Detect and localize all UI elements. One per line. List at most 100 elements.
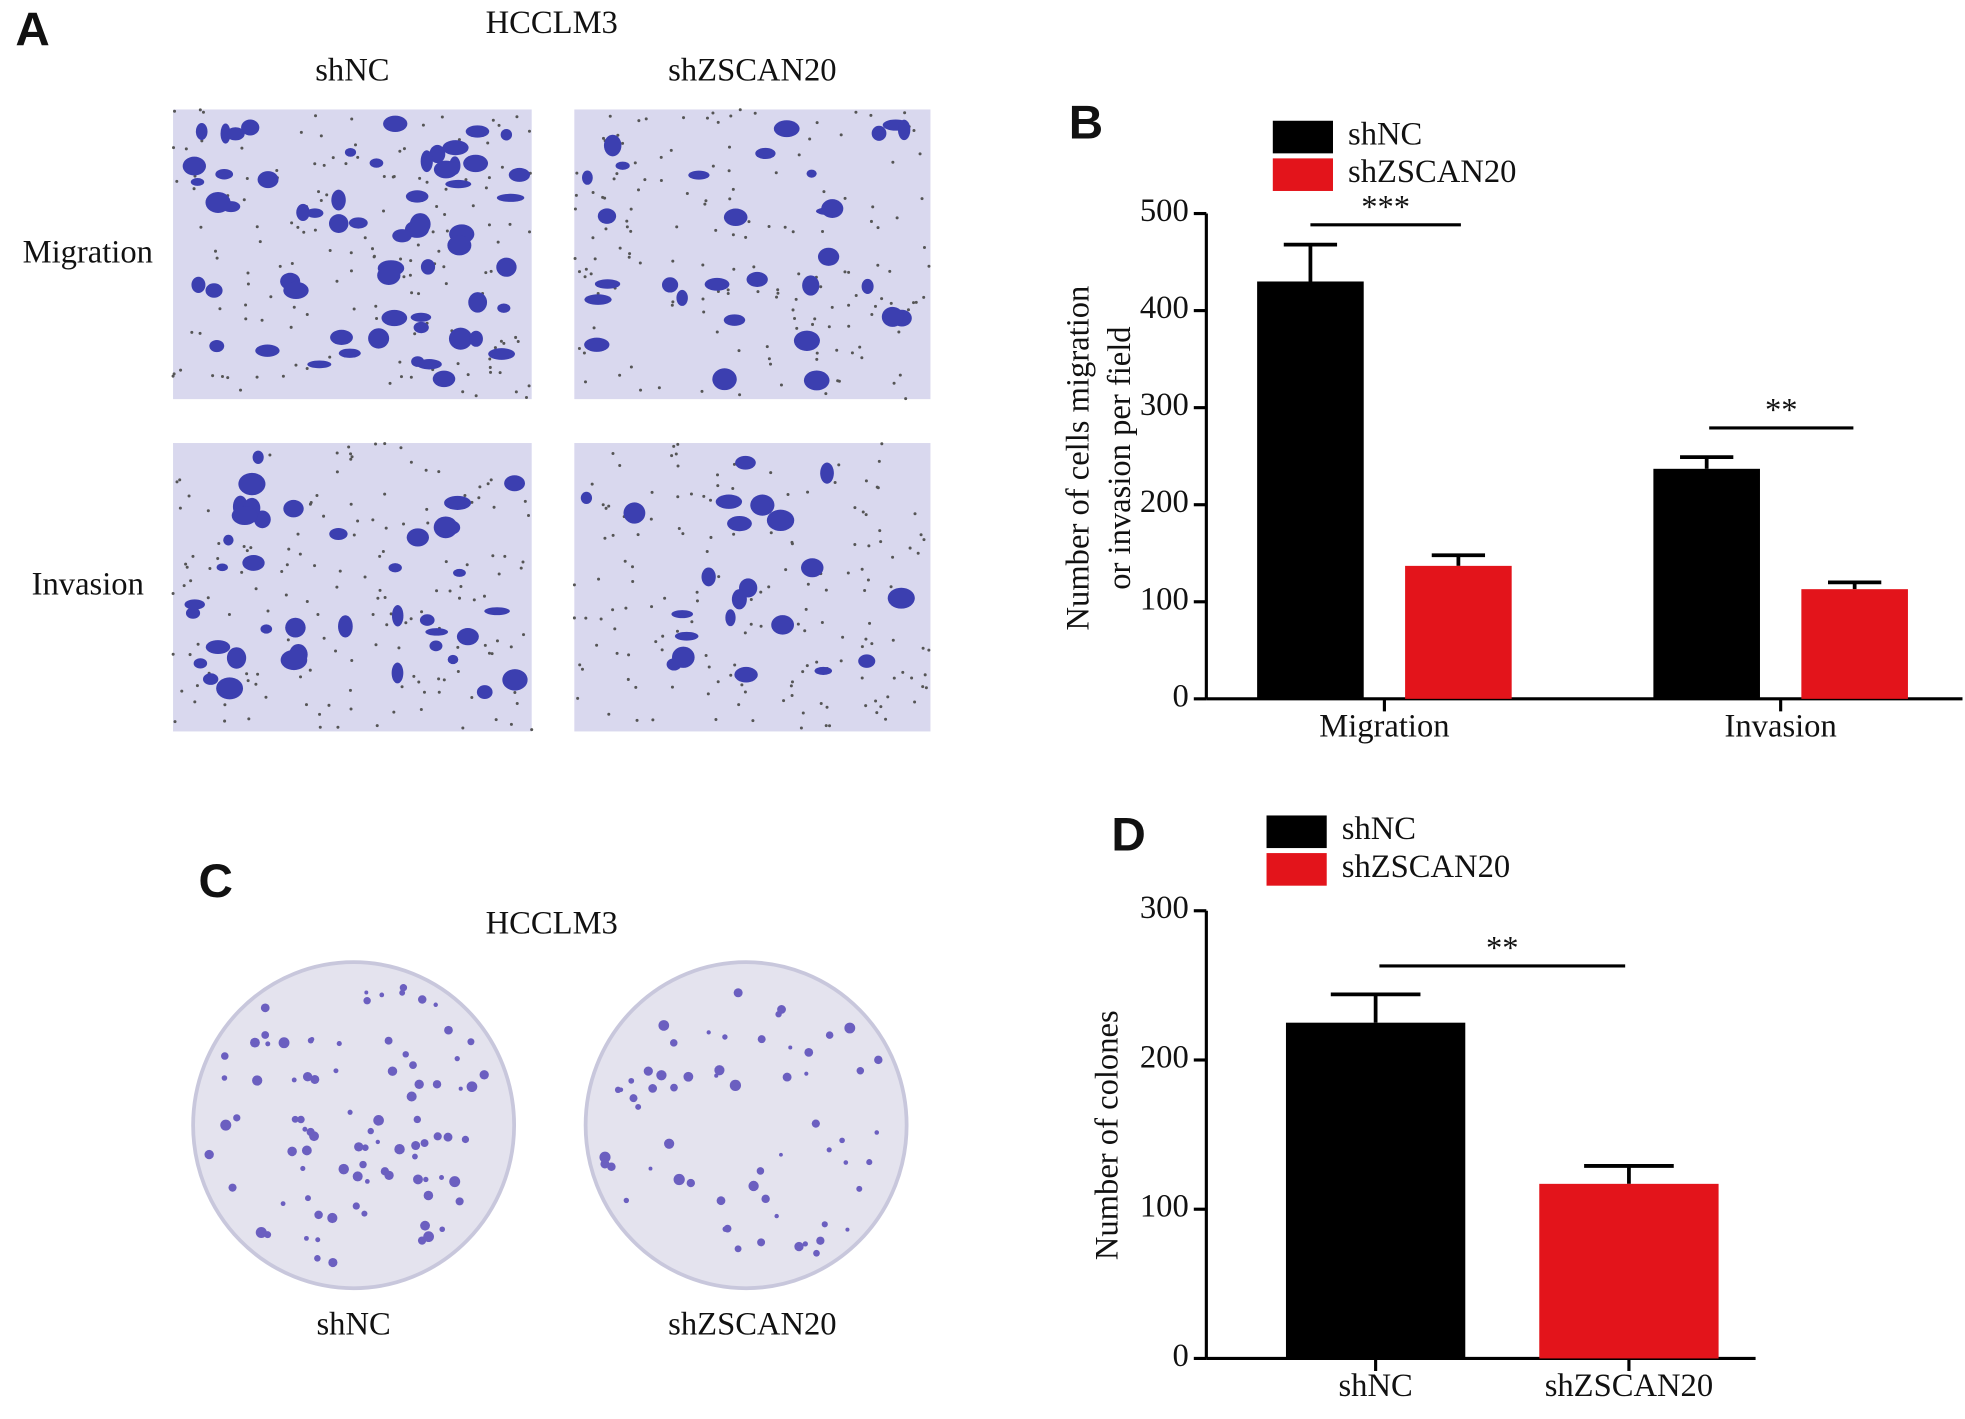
pore (672, 444, 676, 448)
pore (628, 252, 632, 256)
pore (435, 589, 439, 593)
pore (615, 651, 619, 655)
pore (643, 178, 647, 182)
colony (669, 1039, 678, 1047)
cell (793, 330, 820, 351)
panel-label: C (198, 855, 232, 908)
pore (738, 393, 742, 397)
cell (420, 259, 436, 275)
significance-label: *** (1361, 189, 1410, 225)
pore (409, 460, 413, 464)
colony (399, 984, 408, 992)
colony (673, 1173, 685, 1186)
pore (878, 529, 882, 533)
pore (801, 711, 805, 715)
pore (924, 686, 928, 690)
pore (372, 254, 376, 258)
colony (454, 1055, 460, 1062)
cell (255, 344, 280, 357)
pore (285, 563, 289, 567)
cell (502, 669, 528, 691)
pore (461, 390, 465, 394)
pore (776, 288, 780, 292)
pore (601, 195, 605, 199)
pore (769, 531, 773, 535)
pore (178, 506, 182, 510)
pore (759, 590, 763, 594)
colony (635, 1103, 642, 1110)
pore (853, 543, 857, 547)
colony (414, 1079, 424, 1089)
pore (220, 375, 224, 379)
colony (278, 1037, 290, 1049)
pore (876, 226, 880, 230)
pore (173, 720, 177, 724)
pore (325, 193, 329, 197)
pore (731, 233, 735, 237)
colony (843, 1160, 849, 1165)
pore (657, 386, 661, 390)
pore (886, 695, 890, 699)
pore (908, 546, 912, 550)
pore (515, 115, 519, 119)
pore (335, 279, 339, 283)
pore (315, 493, 319, 497)
pore (731, 187, 735, 191)
pore (487, 651, 491, 655)
pore (906, 308, 910, 312)
pore (418, 176, 422, 180)
pore (171, 652, 175, 656)
cell (190, 178, 205, 186)
pore (729, 673, 733, 677)
pore (870, 642, 874, 646)
pore (793, 317, 797, 321)
pore (877, 459, 881, 463)
colony (301, 1145, 312, 1156)
column-label: shNC (316, 1307, 390, 1343)
pore (704, 199, 708, 203)
bar (1539, 1183, 1719, 1359)
pore (425, 507, 429, 511)
pore (171, 592, 175, 596)
cell (205, 191, 231, 213)
pore (618, 373, 622, 377)
pore (478, 485, 482, 489)
pore (350, 455, 354, 459)
cell (676, 289, 688, 306)
pore (195, 684, 199, 688)
pore (363, 236, 367, 240)
cell (871, 125, 887, 141)
pore (318, 725, 322, 729)
colony (233, 1114, 241, 1122)
cell (674, 631, 699, 641)
pore (213, 249, 218, 253)
colony (670, 1083, 678, 1092)
cell (409, 213, 431, 236)
pore (193, 700, 197, 704)
pore (639, 388, 643, 392)
colony (255, 1226, 267, 1239)
colony (328, 1257, 338, 1268)
cell (338, 348, 361, 358)
cell (429, 144, 446, 164)
pore (649, 517, 653, 521)
pore (912, 301, 916, 305)
pore (573, 207, 577, 211)
pore (389, 612, 393, 616)
cell (496, 193, 525, 202)
cell (205, 283, 223, 298)
colony (804, 1048, 814, 1057)
pore (595, 643, 599, 647)
cell (182, 156, 206, 176)
pore (637, 119, 641, 123)
cell (283, 499, 304, 518)
cell (497, 303, 511, 313)
pore (711, 111, 715, 115)
pore (286, 638, 290, 642)
pore (437, 249, 441, 253)
pore (245, 672, 249, 676)
pore (621, 141, 625, 145)
pore (864, 637, 868, 641)
micrographs (171, 108, 931, 1291)
colony (302, 1126, 308, 1132)
